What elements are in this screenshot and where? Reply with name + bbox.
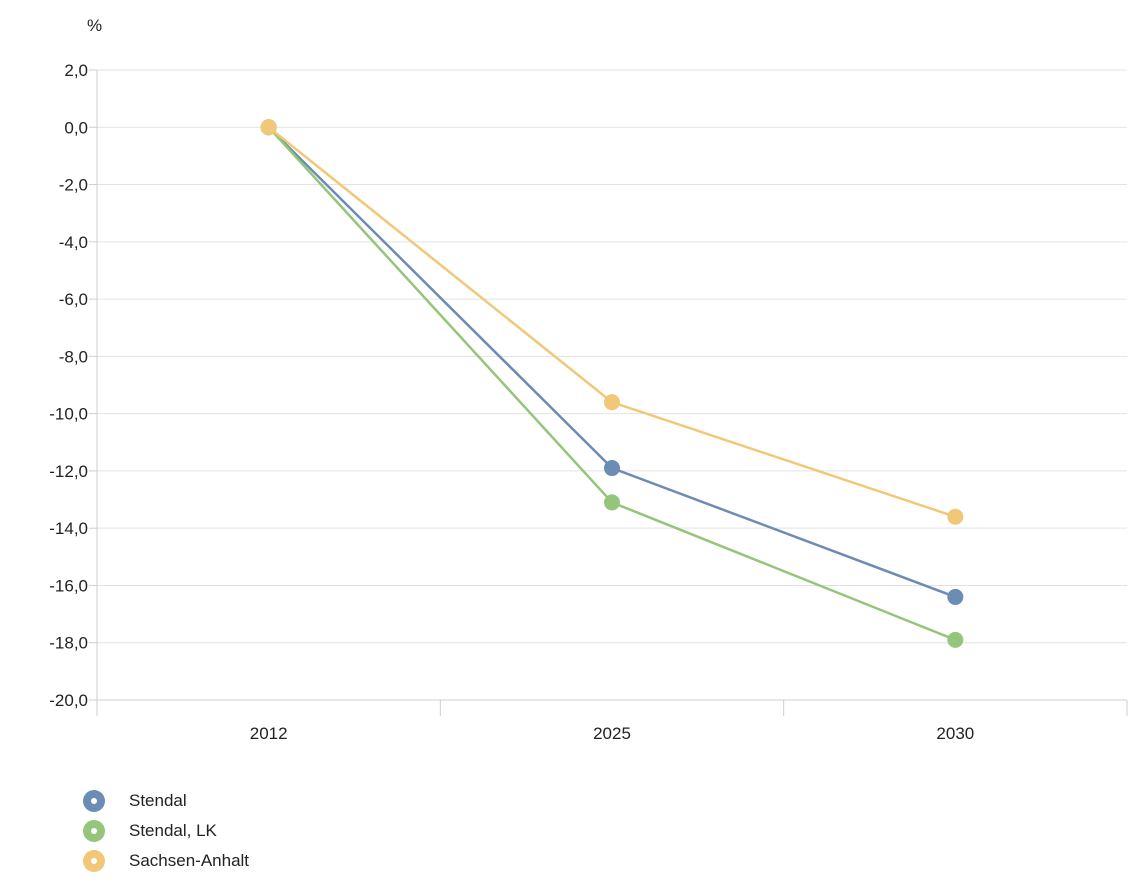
y-tick-label: -8,0 xyxy=(59,347,88,366)
legend-marker-stendal-lk xyxy=(83,820,105,842)
series-stendal-lk xyxy=(260,119,964,648)
series-stendal xyxy=(260,119,964,605)
y-tick-label: -18,0 xyxy=(49,634,88,653)
legend-label-sachsen-anhalt: Sachsen-Anhalt xyxy=(129,851,250,870)
data-point xyxy=(604,394,620,411)
x-tick-label: 2025 xyxy=(593,724,631,743)
legend-label-stendal-lk: Stendal, LK xyxy=(129,821,217,840)
series-sachsen-anhalt xyxy=(260,119,964,525)
series-line xyxy=(267,126,956,518)
legend: Stendal Stendal, LK Sachsen-Anhalt xyxy=(83,786,249,876)
y-tick-label: -2,0 xyxy=(59,176,88,195)
tick-labels: 2,0 0,0 -2,0 -4,0 -6,0 -8,0 -10,0 -12,0 -14,0 -16… xyxy=(49,61,974,743)
series-line xyxy=(267,126,956,599)
series-lines xyxy=(260,119,964,648)
y-tick-label: -6,0 xyxy=(59,290,88,309)
y-tick-label: 0,0 xyxy=(64,118,88,137)
y-tick-label: -4,0 xyxy=(59,233,88,252)
x-tick-label: 2030 xyxy=(936,724,974,743)
legend-marker-sachsen-anhalt xyxy=(83,850,105,872)
data-point xyxy=(947,508,964,525)
gridlines xyxy=(97,69,1127,644)
x-tick-label: 2012 xyxy=(250,724,288,743)
y-axis-unit-label: % xyxy=(87,16,102,35)
axes xyxy=(89,69,1128,716)
y-tick-label: -16,0 xyxy=(49,576,88,595)
data-point xyxy=(947,631,964,648)
legend-marker-stendal xyxy=(83,790,105,812)
y-tick-label: -10,0 xyxy=(49,405,88,424)
legend-item-sachsen-anhalt[interactable]: Sachsen-Anhalt xyxy=(83,846,249,876)
data-point xyxy=(604,460,620,477)
line-chart: 2,0 0,0 -2,0 -4,0 -6,0 -8,0 -10,0 -12,0 -14,0 -16… xyxy=(49,16,1128,743)
y-tick-label: -20,0 xyxy=(49,691,88,710)
data-point xyxy=(947,588,964,605)
legend-label-stendal: Stendal xyxy=(129,791,187,810)
data-point xyxy=(604,494,620,511)
y-tick-label: 2,0 xyxy=(64,61,88,80)
series-line xyxy=(267,126,956,642)
legend-item-stendal-lk[interactable]: Stendal, LK xyxy=(83,816,249,846)
y-tick-label: -14,0 xyxy=(49,519,88,538)
legend-item-stendal[interactable]: Stendal xyxy=(83,786,249,816)
y-tick-label: -12,0 xyxy=(49,462,88,481)
data-point xyxy=(260,119,277,136)
